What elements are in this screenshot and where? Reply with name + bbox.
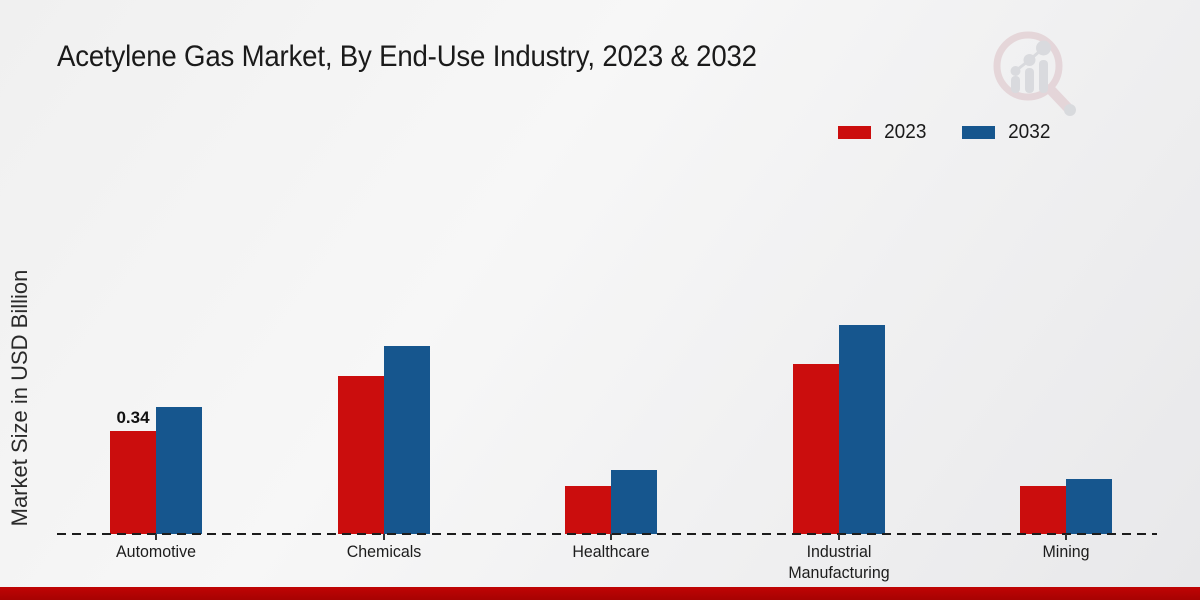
bar-value-label: 0.34 (116, 408, 150, 427)
bar-2032-industrial-manufacturing (838, 325, 885, 534)
legend: 2023 2032 (838, 121, 1051, 144)
legend-label-2032: 2032 (1007, 121, 1050, 143)
bar-2023-chemicals (337, 376, 384, 534)
category-label-industrial-manufacturing: Industrial Manufacturing (787, 542, 890, 583)
category-label-mining: Mining (1042, 542, 1090, 561)
x-axis-tick-automotive (155, 534, 157, 540)
legend-item-2023: 2023 (838, 121, 928, 144)
bar-2032-healthcare (611, 470, 657, 534)
bar-2023-industrial-manufacturing (792, 364, 839, 534)
category-label-healthcare: Healthcare (572, 542, 650, 561)
x-axis-tick-industrial-manufacturing (837, 534, 840, 540)
x-axis-tick-chemicals (382, 534, 385, 540)
legend-swatch-2032 (961, 126, 995, 139)
category-label-chemicals: Chemicals (346, 542, 421, 561)
legend-swatch-2023 (838, 126, 871, 139)
bar-2023-healthcare (565, 486, 611, 534)
footer-accent-bar (0, 587, 1200, 600)
chart-title: Acetylene Gas Market, By End-Use Industr… (57, 40, 757, 73)
category-label-automotive: Automotive (116, 542, 196, 561)
x-axis-tick-mining (1065, 534, 1067, 540)
bar-2023-automotive (110, 431, 156, 534)
bar-2032-mining (1066, 479, 1112, 534)
magnifier-chart-logo-icon (993, 31, 1076, 116)
x-axis-tick-healthcare (610, 534, 612, 540)
bar-2032-chemicals (383, 346, 430, 534)
legend-item-2032: 2032 (961, 121, 1052, 144)
x-axis-baseline (57, 533, 1157, 535)
legend-label-2023: 2023 (884, 121, 927, 143)
bar-2023-mining (1020, 486, 1066, 534)
bar-2032-automotive (156, 407, 202, 534)
